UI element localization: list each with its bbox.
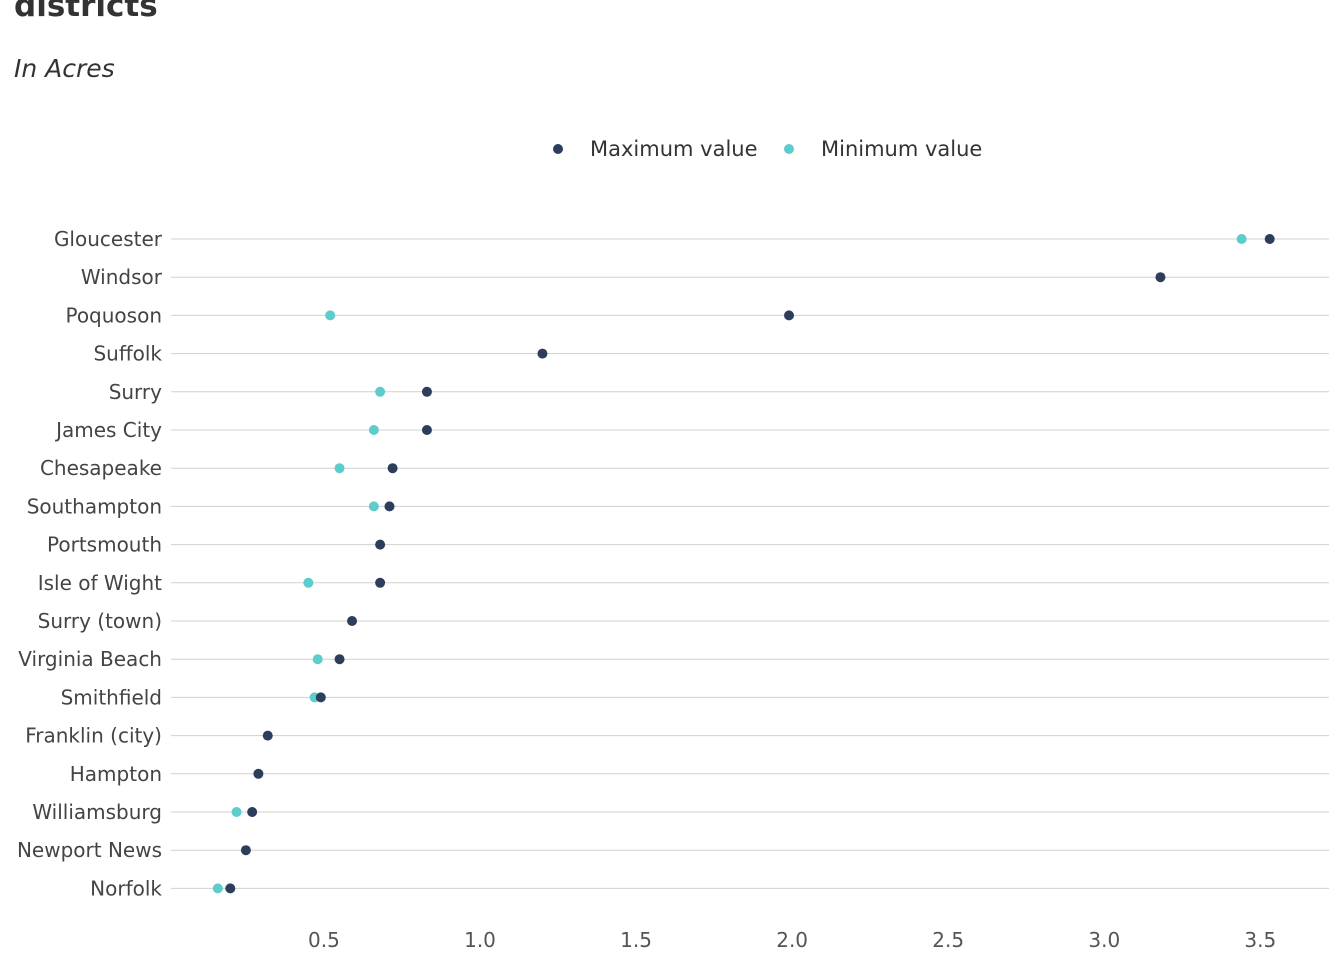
max-point <box>253 768 264 779</box>
legend-item-minimum: Minimum value <box>784 132 982 166</box>
min-point <box>368 425 379 435</box>
min-point <box>212 883 223 894</box>
min-point <box>312 654 323 665</box>
category-label: Poquoson <box>65 303 162 327</box>
max-point <box>421 386 432 397</box>
category-label: Williamsburg <box>32 800 162 824</box>
max-point <box>421 425 432 435</box>
category-label: Surry <box>109 380 162 404</box>
legend-marker-maximum <box>553 144 563 154</box>
x-tick-label: 1.0 <box>464 928 496 952</box>
x-tick-label: 2.0 <box>776 928 808 952</box>
max-point <box>537 348 548 359</box>
max-point <box>375 577 386 588</box>
x-tick-label: 3.0 <box>1088 928 1120 952</box>
category-label: Smithfield <box>61 685 162 709</box>
min-point <box>303 577 314 588</box>
max-point <box>262 730 273 741</box>
category-label: Norfolk <box>90 876 162 900</box>
x-tick-label: 0.5 <box>308 928 340 952</box>
max-point <box>384 501 395 512</box>
chart-title: districts <box>14 0 158 24</box>
legend-label-minimum: Minimum value <box>821 137 983 161</box>
chart-subtitle: In Acres <box>14 54 115 83</box>
max-point <box>247 807 258 817</box>
max-point <box>315 692 326 703</box>
max-point <box>225 883 236 894</box>
max-point <box>387 463 398 474</box>
legend-marker-minimum <box>784 144 794 154</box>
category-label: Portsmouth <box>47 533 162 557</box>
category-label: Southampton <box>27 494 162 518</box>
category-label: Virginia Beach <box>18 647 162 671</box>
min-point <box>325 310 336 321</box>
category-label: Chesapeake <box>40 456 162 480</box>
max-point <box>334 654 345 665</box>
x-tick-label: 1.5 <box>620 928 652 952</box>
max-point <box>375 539 386 550</box>
legend-label-maximum: Maximum value <box>590 137 758 161</box>
category-label: Windsor <box>81 265 163 289</box>
category-label: Surry (town) <box>38 609 162 633</box>
category-label: Franklin (city) <box>25 724 162 748</box>
x-tick-label: 2.5 <box>932 928 964 952</box>
category-label: James City <box>54 418 162 442</box>
x-tick-label: 3.5 <box>1244 928 1276 952</box>
min-point <box>368 501 379 512</box>
max-point <box>240 845 251 856</box>
min-point <box>231 807 242 817</box>
max-point <box>347 616 358 626</box>
min-point <box>334 463 345 474</box>
chart-legend: Maximum value Minimum value <box>0 132 1344 166</box>
category-label: Newport News <box>17 838 162 862</box>
category-label: Suffolk <box>93 342 162 366</box>
min-point <box>1236 234 1247 244</box>
max-point <box>1264 234 1275 244</box>
min-point <box>375 386 386 397</box>
category-label: Isle of Wight <box>38 571 162 595</box>
category-label: Hampton <box>70 762 162 786</box>
category-label: Gloucester <box>54 227 163 251</box>
max-point <box>1155 272 1166 283</box>
legend-item-maximum: Maximum value <box>553 132 758 166</box>
max-point <box>784 310 795 321</box>
